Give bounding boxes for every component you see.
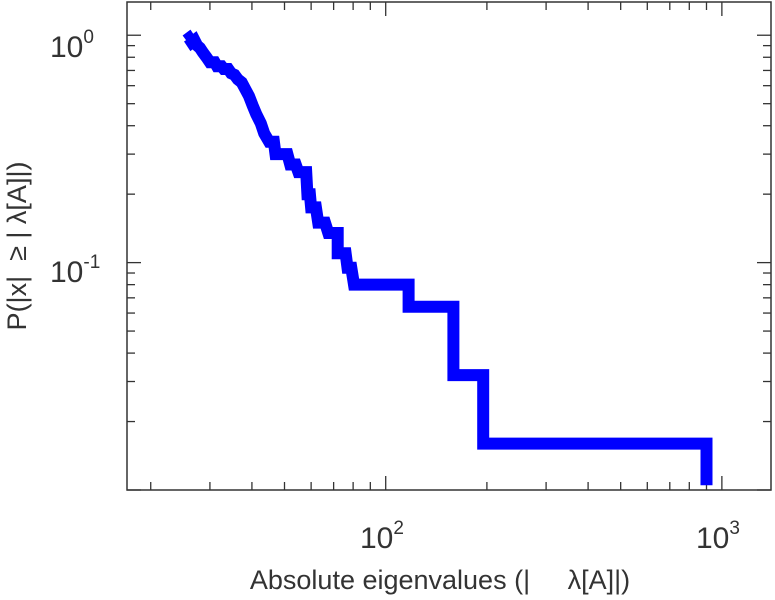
- series-ccdf-line: [182, 29, 713, 486]
- x-axis-label: Absolute eigenvalues (| λ[A]|): [250, 565, 630, 595]
- x-tick-label-2: 102: [360, 518, 404, 555]
- x-tick-label-3: 103: [696, 518, 740, 555]
- y-tick-label-2: 10-1: [50, 252, 100, 289]
- y-axis-label: P(|x| ≥ | λ[A]|): [2, 162, 32, 331]
- plot-frame: [126, 1, 772, 491]
- y-tick-label-1: 100: [50, 27, 94, 64]
- tick-marks: [127, 2, 771, 491]
